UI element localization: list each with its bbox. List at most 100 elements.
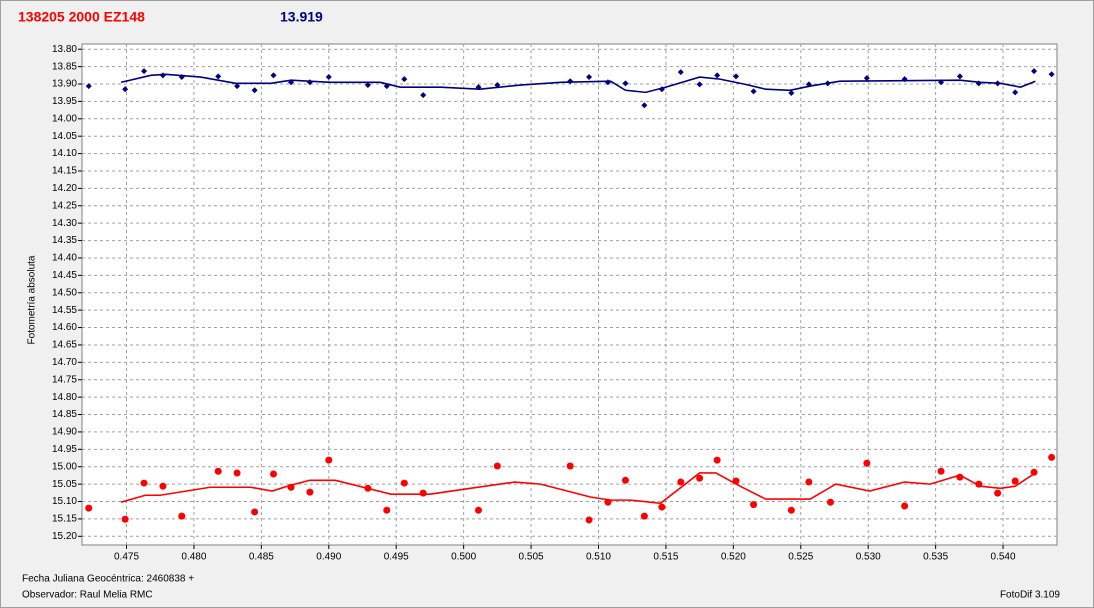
footer-note: Fecha Juliana Geocéntrica: 2460838 +: [22, 574, 194, 585]
data-point: [750, 501, 758, 509]
x-tick-label: 0.520: [721, 552, 746, 563]
data-point: [493, 462, 501, 470]
data-point: [141, 68, 148, 75]
data-point: [750, 88, 757, 95]
data-point: [586, 74, 593, 81]
y-tick-label: 15.15: [52, 514, 77, 525]
data-point: [863, 75, 870, 82]
x-tick-label: 0.510: [586, 552, 611, 563]
data-point: [956, 73, 963, 80]
data-point: [696, 474, 704, 482]
data-point: [994, 489, 1002, 497]
y-tick-label: 15.00: [52, 461, 77, 472]
y-tick-label: 14.15: [52, 166, 77, 177]
data-point: [640, 512, 648, 520]
y-tick-label: 13.95: [52, 96, 77, 107]
data-point: [121, 515, 129, 523]
y-tick-label: 14.55: [52, 305, 77, 316]
data-point: [1030, 468, 1038, 476]
data-point: [178, 512, 186, 520]
data-point: [325, 456, 333, 464]
x-tick-label: 0.475: [114, 552, 139, 563]
data-point: [400, 479, 408, 487]
y-tick-label: 13.90: [52, 79, 77, 90]
x-tick-label: 0.535: [923, 552, 948, 563]
data-point: [234, 83, 241, 90]
y-tick-label: 13.80: [52, 44, 77, 55]
fit-line: [120, 472, 1036, 505]
y-tick-label: 14.30: [52, 218, 77, 229]
y-tick-label: 14.35: [52, 235, 77, 246]
data-point: [269, 470, 277, 478]
data-point: [787, 506, 795, 514]
data-point: [122, 86, 129, 93]
data-point: [85, 83, 92, 90]
data-point: [788, 90, 795, 97]
data-point: [621, 476, 629, 484]
data-point: [677, 478, 685, 486]
y-tick-label: 14.65: [52, 340, 77, 351]
data-point: [937, 467, 945, 475]
data-point: [233, 469, 241, 477]
x-tick-label: 0.490: [316, 552, 341, 563]
y-tick-label: 14.20: [52, 183, 77, 194]
software-label: FotoDif 3.109: [1000, 590, 1060, 601]
y-tick-label: 15.05: [52, 479, 77, 490]
data-point: [901, 502, 909, 510]
data-point: [622, 80, 629, 87]
y-axis-label: Fotometría absoluta: [27, 255, 38, 344]
data-point: [585, 516, 593, 524]
y-tick-label: 14.05: [52, 131, 77, 142]
data-point: [713, 456, 721, 464]
data-point: [325, 74, 332, 81]
data-point: [658, 503, 666, 511]
y-tick-label: 14.85: [52, 409, 77, 420]
y-tick-label: 14.60: [52, 322, 77, 333]
y-tick-label: 14.95: [52, 444, 77, 455]
data-point: [383, 506, 391, 514]
y-tick-label: 14.45: [52, 270, 77, 281]
data-point: [420, 92, 427, 99]
data-point: [1031, 68, 1038, 75]
x-tick-label: 0.495: [384, 552, 409, 563]
y-tick-label: 15.20: [52, 531, 77, 542]
data-point: [641, 102, 648, 109]
data-point: [306, 488, 314, 496]
data-point: [474, 506, 482, 514]
data-point: [251, 508, 259, 516]
data-point: [85, 504, 93, 512]
data-point: [566, 462, 574, 470]
fit-line: [120, 73, 1036, 94]
data-point: [364, 82, 371, 89]
data-point: [1012, 89, 1019, 96]
x-tick-label: 0.505: [519, 552, 544, 563]
data-point: [677, 69, 684, 76]
data-point: [714, 72, 721, 79]
data-point: [733, 73, 740, 80]
data-point: [805, 478, 813, 486]
y-tick-label: 14.10: [52, 148, 77, 159]
y-tick-label: 14.40: [52, 253, 77, 264]
chart-subtitle: 13.919: [280, 9, 323, 25]
x-tick-label: 0.485: [249, 552, 274, 563]
data-point: [270, 72, 277, 79]
data-point: [214, 467, 222, 475]
footer-note: Observador: Raul Melia RMC: [22, 590, 153, 601]
data-point: [215, 73, 222, 80]
data-point: [401, 76, 408, 83]
data-point: [159, 482, 167, 490]
data-point: [1048, 71, 1055, 78]
y-tick-label: 14.80: [52, 392, 77, 403]
y-tick-label: 14.90: [52, 427, 77, 438]
y-tick-label: 14.75: [52, 374, 77, 385]
data-point: [251, 87, 258, 94]
x-tick-label: 0.500: [451, 552, 476, 563]
data-point: [1048, 453, 1056, 461]
y-tick-label: 14.00: [52, 113, 77, 124]
y-tick-label: 14.25: [52, 200, 77, 211]
data-point: [863, 459, 871, 467]
chart-title: 138205 2000 EZ148: [18, 9, 145, 25]
x-tick-label: 0.540: [991, 552, 1016, 563]
y-tick-label: 15.10: [52, 496, 77, 507]
